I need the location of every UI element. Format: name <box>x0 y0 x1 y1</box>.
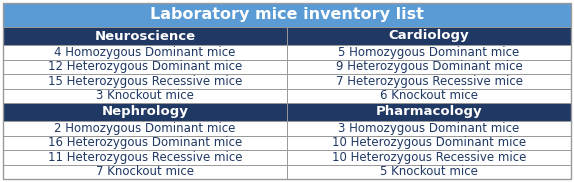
Text: 5 Homozygous Dominant mice: 5 Homozygous Dominant mice <box>339 46 519 59</box>
Bar <box>3 121 287 136</box>
Text: 3 Homozygous Dominant mice: 3 Homozygous Dominant mice <box>339 122 519 135</box>
Text: 10 Heterozygous Dominant mice: 10 Heterozygous Dominant mice <box>332 136 526 149</box>
Text: Cardiology: Cardiology <box>389 29 470 43</box>
Text: 11 Heterozygous Recessive mice: 11 Heterozygous Recessive mice <box>48 151 242 164</box>
Bar <box>287 88 571 103</box>
Bar <box>287 60 571 74</box>
Text: 5 Knockout mice: 5 Knockout mice <box>380 165 478 178</box>
Text: 7 Heterozygous Recessive mice: 7 Heterozygous Recessive mice <box>335 75 522 88</box>
Bar <box>287 27 571 45</box>
Text: 16 Heterozygous Dominant mice: 16 Heterozygous Dominant mice <box>48 136 242 149</box>
Bar <box>287 74 571 88</box>
Bar <box>3 88 287 103</box>
Bar <box>3 136 287 150</box>
Text: Neuroscience: Neuroscience <box>95 29 196 43</box>
Text: 6 Knockout mice: 6 Knockout mice <box>380 89 478 102</box>
Text: 10 Heterozygous Recessive mice: 10 Heterozygous Recessive mice <box>332 151 526 164</box>
Bar <box>287 165 571 179</box>
Text: Nephrology: Nephrology <box>102 106 188 118</box>
Bar <box>287 150 571 165</box>
Bar <box>3 150 287 165</box>
Bar <box>3 60 287 74</box>
Bar <box>287 121 571 136</box>
Text: 3 Knockout mice: 3 Knockout mice <box>96 89 194 102</box>
Bar <box>3 45 287 60</box>
Text: 12 Heterozygous Dominant mice: 12 Heterozygous Dominant mice <box>48 60 242 73</box>
Bar <box>3 3 571 27</box>
Bar <box>287 45 571 60</box>
Bar <box>3 103 287 121</box>
Bar <box>287 103 571 121</box>
Text: 4 Homozygous Dominant mice: 4 Homozygous Dominant mice <box>55 46 236 59</box>
Bar <box>287 136 571 150</box>
Bar <box>3 74 287 88</box>
Text: Laboratory mice inventory list: Laboratory mice inventory list <box>150 7 424 23</box>
Bar <box>3 165 287 179</box>
Bar <box>3 27 287 45</box>
Text: 7 Knockout mice: 7 Knockout mice <box>96 165 194 178</box>
Text: 9 Heterozygous Dominant mice: 9 Heterozygous Dominant mice <box>336 60 522 73</box>
Text: 15 Heterozygous Recessive mice: 15 Heterozygous Recessive mice <box>48 75 242 88</box>
Text: Pharmacology: Pharmacology <box>376 106 482 118</box>
Text: 2 Homozygous Dominant mice: 2 Homozygous Dominant mice <box>55 122 236 135</box>
